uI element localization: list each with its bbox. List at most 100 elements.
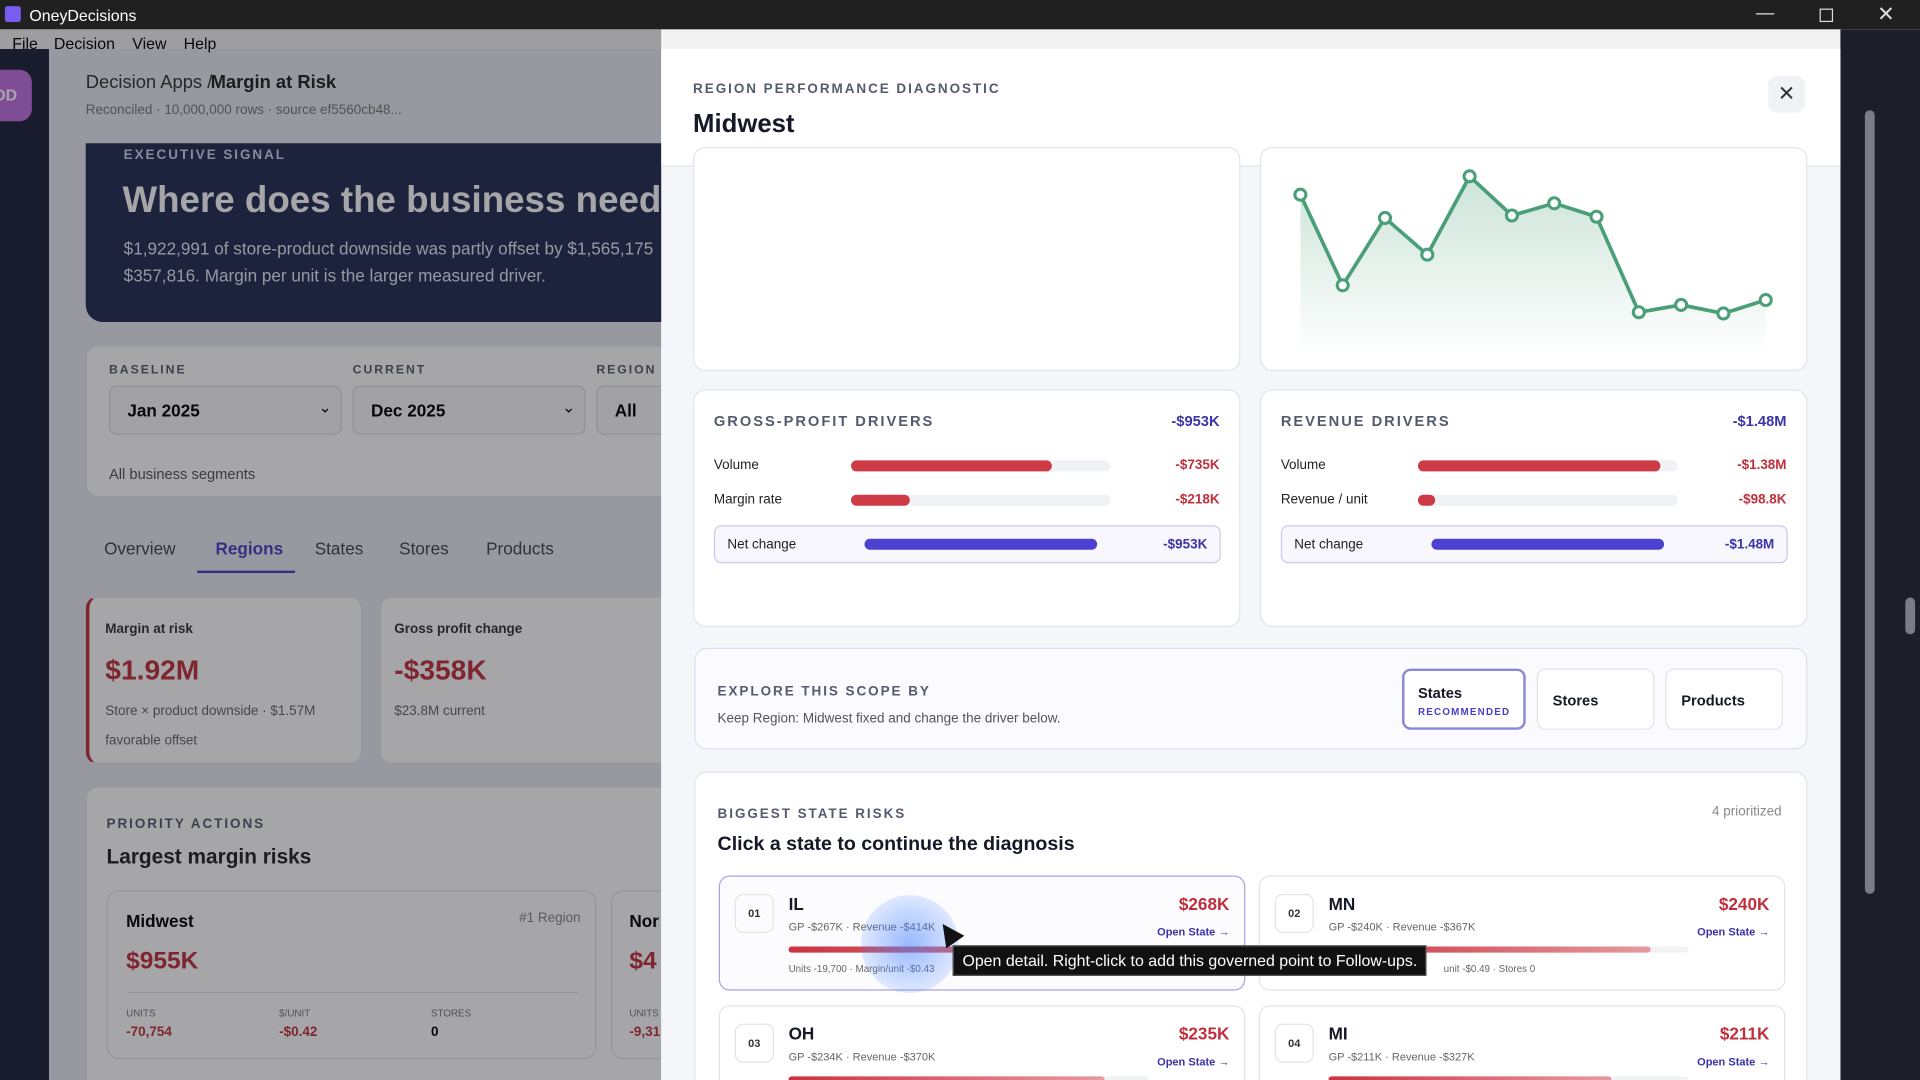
driver-value: -$1.38M (1737, 457, 1787, 473)
risk-track (1328, 946, 1689, 953)
scope-button[interactable]: States RECOMMENDED (1402, 668, 1526, 730)
signal-banner: EXECUTIVE SIGNAL Where does the business… (85, 143, 704, 323)
driver-label: Margin rate (713, 492, 783, 507)
kpi-label: Gross profit change (394, 622, 523, 637)
net-value: -$953K (1163, 537, 1208, 553)
risks-card: BIGGEST STATE RISKS 4 prioritized Click a … (694, 771, 1808, 1080)
tab[interactable]: Regions (215, 538, 284, 559)
diagnostic-panel: REGION PERFORMANCE DIAGNOSTIC Midwest ✕ … (661, 48, 1841, 1080)
state-rank: 03 (734, 1023, 774, 1063)
region-name: Nor (629, 911, 659, 931)
signal-headline: Where does the business need at (122, 180, 705, 221)
close-window[interactable]: ✕ (1877, 2, 1895, 26)
maximize[interactable] (1819, 8, 1834, 23)
state-rank-text: 04 (1288, 1037, 1301, 1050)
driver-title: REVENUE DRIVERS (1280, 412, 1451, 430)
driver-bar (851, 494, 911, 506)
risk-track (788, 1076, 1149, 1080)
net-label: Net change (1294, 537, 1364, 553)
stat-value: -70,754 (126, 1024, 172, 1040)
menu-item[interactable]: View (132, 34, 167, 53)
driver-value: -$735K (1175, 457, 1220, 473)
filter-value: Jan 2025 (127, 400, 200, 420)
driver-bar (1417, 460, 1661, 472)
kpi-card: Margin at risk $1.92M Store × product do… (85, 596, 363, 765)
menu-item[interactable]: Help (183, 34, 217, 53)
state-name: MN (1328, 893, 1356, 914)
net-change: Net change -$1.48M (1280, 525, 1788, 564)
kpi-note: favorable offset (105, 733, 198, 749)
minimize[interactable]: — (1755, 2, 1775, 24)
state-value: $240K (1718, 893, 1770, 914)
modal-overlay[interactable] (0, 29, 662, 1080)
region-name: Midwest (126, 911, 194, 931)
scope-label: States (1417, 684, 1463, 702)
filters-card: BASELINE Jan 2025 ⌄ CURRENT Dec 2025 ⌄ REG… (85, 345, 709, 498)
driver-bar (1417, 494, 1436, 506)
state-stats: Units -19,700 · Margin/unit -$0.43 (788, 963, 935, 975)
kpi-value: $1.92M (105, 653, 200, 686)
tab[interactable]: Overview (104, 538, 176, 559)
kpi-value: -$358K (394, 653, 487, 686)
region-card[interactable]: Midwest #1 Region $955K UNITS -70,754 $/… (106, 890, 597, 1060)
region-value: $4 (629, 947, 657, 975)
priority-eyebrow: PRIORITY ACTIONS (106, 816, 266, 832)
signal-line: $357,816. Margin per unit is the larger … (123, 265, 546, 286)
risks-eyebrow: BIGGEST STATE RISKS (717, 806, 907, 822)
menu-item[interactable]: Decision (53, 34, 115, 53)
scrollbar-thumb[interactable] (1905, 597, 1916, 635)
state-stats: unit -$0.49 · Stores 0 (1443, 963, 1536, 975)
net-change: Net change -$953K (713, 525, 1221, 564)
scrollbar-thumb[interactable] (1864, 110, 1875, 894)
filter-select[interactable]: Dec 2025 ⌄ (352, 385, 586, 435)
bar-track (851, 494, 1111, 506)
tab[interactable]: States (314, 538, 364, 559)
tab-underline (197, 570, 296, 574)
driver-label: Revenue / unit (1280, 492, 1368, 507)
state-name: MI (1328, 1023, 1348, 1044)
avatar-text: OD (0, 85, 18, 105)
risks-title: Click a state to continue the diagnosis (717, 833, 1075, 855)
open-state[interactable]: Open State → (1157, 1055, 1230, 1068)
filter-select[interactable]: Jan 2025 ⌄ (108, 385, 342, 435)
trend-point (1293, 187, 1308, 202)
tab[interactable]: Products (486, 538, 554, 559)
avatar[interactable]: OD (0, 69, 32, 122)
trend-point (1420, 247, 1435, 262)
bar-track (1417, 494, 1678, 506)
driver-title: GROSS-PROFIT DRIVERS (713, 412, 935, 430)
state-detail: GP -$240K · Revenue -$367K (1328, 920, 1476, 934)
menu-item[interactable]: File (12, 34, 38, 53)
priority-card: PRIORITY ACTIONS Largest margin risks Mi… (85, 786, 734, 1080)
state-card[interactable]: 03 OH $235K GP -$234K · Revenue -$370K Open … (718, 1005, 1246, 1080)
kpi-card: Gross profit change -$358K $23.8M curren… (379, 596, 674, 765)
open-state[interactable]: Open State → (1697, 1055, 1770, 1068)
segments: All business segments (108, 465, 256, 483)
open-state[interactable]: Open State → (1697, 925, 1770, 938)
open-state[interactable]: Open State → (1157, 925, 1230, 938)
tab[interactable]: Stores (399, 538, 449, 559)
state-rank-text: 01 (748, 907, 761, 920)
chevron: ⌄ (318, 397, 332, 417)
trend-point (1631, 305, 1646, 320)
breadcrumb[interactable]: Decision Apps / (85, 72, 213, 94)
signal-eyebrow: EXECUTIVE SIGNAL (123, 148, 286, 163)
scope-button[interactable]: Products (1665, 668, 1783, 730)
filter-label: CURRENT (352, 363, 427, 378)
driver-bar (851, 460, 1052, 472)
explore-eyebrow: EXPLORE THIS SCOPE BY (717, 684, 931, 700)
filter-value: All (614, 400, 637, 420)
driver-label: Volume (713, 457, 759, 473)
risk-bar (1328, 946, 1651, 953)
net-label: Net change (727, 537, 797, 553)
driver-total: -$1.48M (1732, 412, 1787, 430)
scope-button[interactable]: Stores (1536, 668, 1655, 730)
tabs: Overview Regions States Stores Products (86, 527, 662, 576)
state-rank-text: 03 (748, 1037, 761, 1050)
close-panel[interactable]: ✕ (1768, 75, 1805, 113)
state-card[interactable]: 04 MI $211K GP -$211K · Revenue -$327K Open … (1258, 1005, 1786, 1080)
state-name: IL (788, 893, 804, 914)
